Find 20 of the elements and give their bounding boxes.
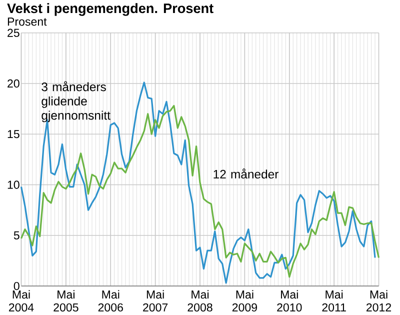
x-tick-label: Mai 2004 (8, 290, 34, 312)
y-tick-label: 0 (14, 282, 20, 290)
y-tick-label: 20 (8, 79, 20, 88)
chart-title: Vekst i pengemengden. Prosent (7, 2, 214, 16)
x-tick-label: Mai 2005 (54, 290, 78, 312)
line-series (20, 81, 376, 284)
series-label: 3 måneders glidende gjennomsnitt (42, 81, 110, 122)
x-tick-label: Mai 2007 (143, 290, 168, 312)
y-tick-label: 10 (8, 180, 20, 189)
x-tick-label: Mai 2012 (366, 290, 392, 312)
x-tick-label: Mai 2009 (232, 290, 257, 312)
x-tick-label: Mai 2008 (188, 290, 212, 312)
x-tick-label: Mai 2010 (277, 290, 302, 312)
x-tick-label: Mai 2011 (322, 290, 346, 312)
series-label: 12 måneder (214, 168, 279, 178)
y-axis-title: Prosent (8, 17, 47, 26)
x-tick-label: Mai 2006 (98, 290, 123, 312)
y-tick-label: 25 (8, 28, 20, 37)
y-tick-label: 5 (14, 231, 20, 240)
y-tick-label: 15 (8, 130, 20, 138)
